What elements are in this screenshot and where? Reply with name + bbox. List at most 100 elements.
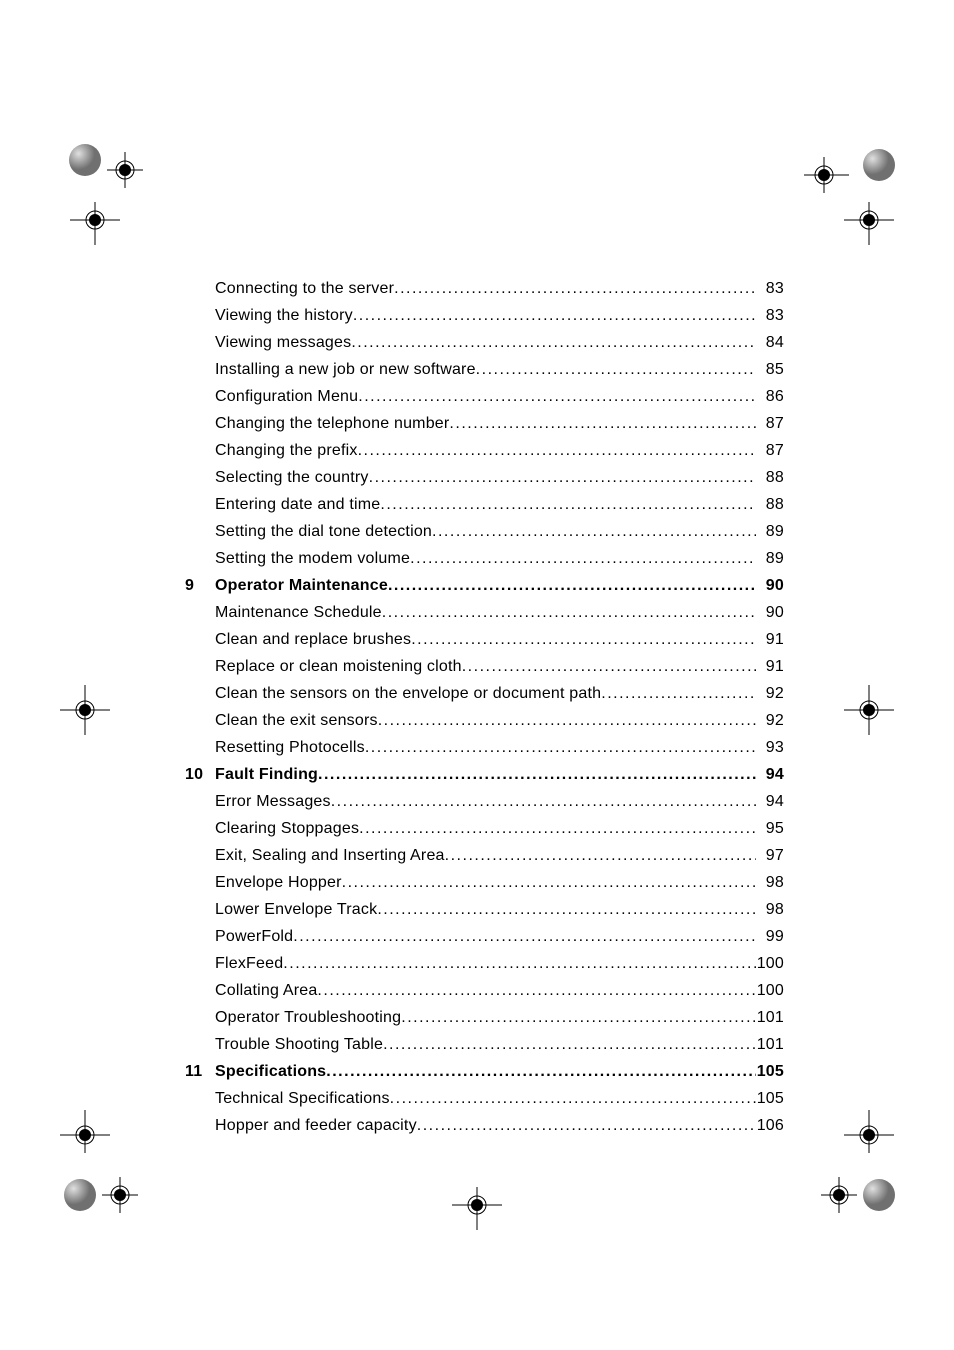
toc-entry: Viewing the history 83 (185, 302, 784, 329)
toc-entry: Lower Envelope Track 98 (185, 896, 784, 923)
toc-entry-label: Clean the exit sensors (215, 707, 378, 734)
toc-entry-leader (476, 356, 756, 383)
toc-entry-leader (383, 1031, 756, 1058)
toc-entry: Clean the exit sensors92 (185, 707, 784, 734)
toc-entry: 10Fault Finding 94 (185, 761, 784, 788)
toc-entry-page: 98 (756, 869, 784, 896)
toc-entry-page: 87 (756, 437, 784, 464)
toc-entry-page: 94 (756, 761, 784, 788)
toc-entry: Selecting the country 88 (185, 464, 784, 491)
toc-entry-leader (378, 707, 756, 734)
toc-entry: 11Specifications 105 (185, 1058, 784, 1085)
toc-entry-leader (410, 545, 756, 572)
document-page: Connecting to the server83Viewing the hi… (0, 0, 954, 1350)
toc-entry-page: 83 (756, 302, 784, 329)
toc-entry-leader (358, 437, 756, 464)
toc-entry: Resetting Photocells 93 (185, 734, 784, 761)
toc-entry-page: 105 (756, 1085, 784, 1112)
regmark-bottom-left-above (55, 1095, 115, 1160)
toc-entry-page: 105 (756, 1058, 784, 1085)
toc-entry-page: 91 (756, 626, 784, 653)
toc-entry: Error Messages 94 (185, 788, 784, 815)
toc-entry-label: Fault Finding (215, 761, 318, 788)
toc-entry-page: 88 (756, 464, 784, 491)
toc-entry: PowerFold99 (185, 923, 784, 950)
toc-entry-page: 100 (756, 977, 784, 1004)
toc-entry-page: 93 (756, 734, 784, 761)
regmark-mid-right (839, 680, 899, 745)
toc-entry-label: Technical Specifications (215, 1085, 390, 1112)
toc-entry-page: 95 (756, 815, 784, 842)
toc-entry: FlexFeed100 (185, 950, 784, 977)
toc-entry-label: Configuration Menu (215, 383, 358, 410)
toc-entry-page: 84 (756, 329, 784, 356)
toc-entry: Exit, Sealing and Inserting Area97 (185, 842, 784, 869)
toc-entry-leader (382, 599, 756, 626)
regmark-bottom-left (100, 1155, 160, 1220)
toc-entry: Entering date and time 88 (185, 491, 784, 518)
toc-entry-leader (342, 869, 756, 896)
toc-entry-number: 10 (185, 761, 215, 788)
toc-entry: Envelope Hopper 98 (185, 869, 784, 896)
toc-entry-label: Lower Envelope Track (215, 896, 377, 923)
toc-entry: Clean and replace brushes 91 (185, 626, 784, 653)
toc-entry-label: Changing the telephone number (215, 410, 449, 437)
toc-entry: Configuration Menu86 (185, 383, 784, 410)
toc-entry-leader (462, 653, 756, 680)
toc-entry: Viewing messages84 (185, 329, 784, 356)
regmark-bottom-center (447, 1175, 507, 1240)
toc-entry-leader (293, 923, 756, 950)
toc-entry-leader (380, 491, 756, 518)
toc-entry-leader (359, 815, 756, 842)
toc-entry: Technical Specifications 105 (185, 1085, 784, 1112)
toc-entry-page: 98 (756, 896, 784, 923)
toc-entry-label: Envelope Hopper (215, 869, 342, 896)
toc-entry: Connecting to the server83 (185, 275, 784, 302)
toc-entry-page: 89 (756, 545, 784, 572)
toc-entry: Setting the dial tone detection89 (185, 518, 784, 545)
toc-entry-label: Maintenance Schedule (215, 599, 382, 626)
solid-circle-bottom-right (859, 1175, 899, 1220)
toc-entry-leader (432, 518, 756, 545)
toc-entry-leader (377, 896, 756, 923)
toc-entry-leader (390, 1085, 756, 1112)
regmark-bottom-right-above (839, 1095, 899, 1160)
toc-entry-leader (411, 626, 756, 653)
toc-entry-label: Error Messages (215, 788, 331, 815)
toc-entry-page: 83 (756, 275, 784, 302)
table-of-contents: Connecting to the server83Viewing the hi… (185, 275, 784, 1139)
toc-entry-leader (326, 1058, 756, 1085)
toc-entry-label: Hopper and feeder capacity (215, 1112, 417, 1139)
toc-entry-page: 88 (756, 491, 784, 518)
toc-entry-label: Replace or clean moistening cloth (215, 653, 462, 680)
toc-entry-label: Trouble Shooting Table (215, 1031, 383, 1058)
toc-entry-leader (417, 1112, 756, 1139)
solid-circle-top-right (859, 145, 899, 190)
toc-entry-leader (353, 302, 756, 329)
toc-entry-label: Entering date and time (215, 491, 380, 518)
toc-entry-leader (317, 977, 756, 1004)
toc-entry-label: Clean and replace brushes (215, 626, 411, 653)
toc-entry-page: 94 (756, 788, 784, 815)
toc-entry-label: Clearing Stoppages (215, 815, 359, 842)
toc-entry-page: 100 (756, 950, 784, 977)
toc-entry-leader (449, 410, 756, 437)
toc-entry-label: Collating Area (215, 977, 317, 1004)
toc-entry: Setting the modem volume89 (185, 545, 784, 572)
toc-entry: Trouble Shooting Table101 (185, 1031, 784, 1058)
toc-entry-label: Selecting the country (215, 464, 369, 491)
toc-entry: Installing a new job or new software 85 (185, 356, 784, 383)
toc-entry-page: 85 (756, 356, 784, 383)
toc-entry: Operator Troubleshooting101 (185, 1004, 784, 1031)
toc-entry-page: 99 (756, 923, 784, 950)
toc-entry: Maintenance Schedule90 (185, 599, 784, 626)
toc-entry-leader (351, 329, 756, 356)
toc-entry-label: Installing a new job or new software (215, 356, 476, 383)
toc-entry-leader (445, 842, 756, 869)
regmark-top-right-below (839, 200, 899, 265)
toc-entry-number: 11 (185, 1058, 215, 1085)
toc-entry-label: Exit, Sealing and Inserting Area (215, 842, 445, 869)
toc-entry-label: Operator Troubleshooting (215, 1004, 401, 1031)
toc-entry-label: Viewing the history (215, 302, 353, 329)
toc-entry-label: Resetting Photocells (215, 734, 365, 761)
